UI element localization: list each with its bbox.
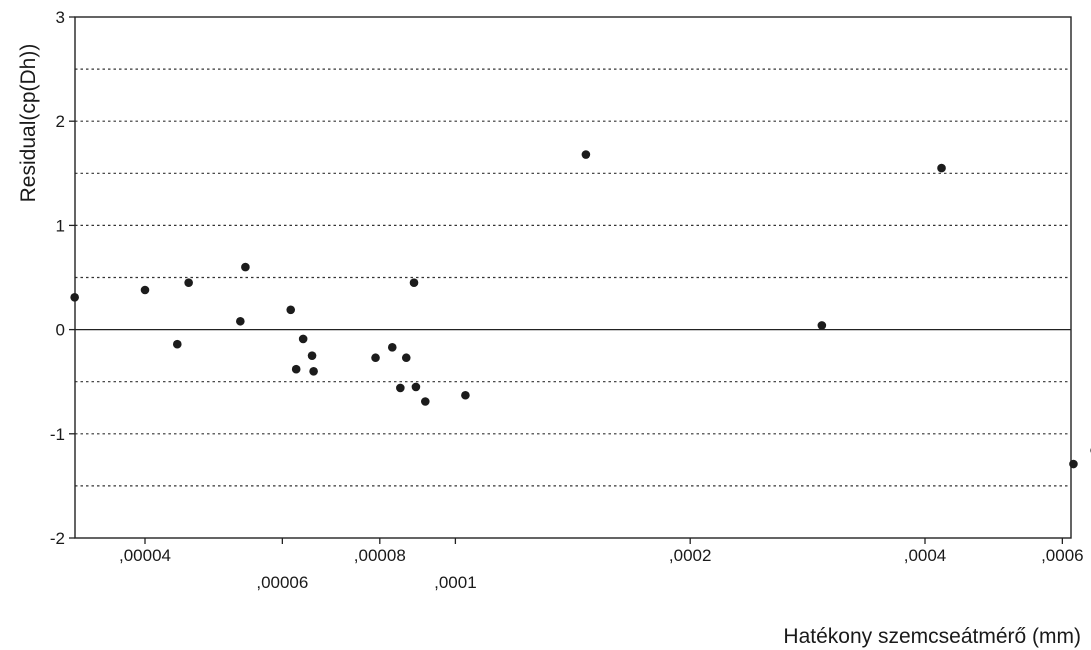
plot-frame bbox=[74, 16, 1072, 539]
x-tick-label: ,00008 bbox=[354, 546, 406, 565]
points-layer bbox=[70, 150, 1091, 469]
data-point bbox=[241, 262, 250, 272]
data-point bbox=[421, 397, 430, 406]
data-point bbox=[307, 351, 317, 360]
x-tick-label: ,0004 bbox=[904, 546, 947, 565]
data-point bbox=[236, 316, 245, 326]
y-tick-label: 1 bbox=[56, 216, 65, 235]
data-point bbox=[371, 353, 380, 363]
data-point bbox=[184, 278, 193, 288]
data-point bbox=[286, 305, 296, 315]
x-tick-label: ,0001 bbox=[434, 573, 477, 592]
y-axis-title: Residual(cp(Dh)) bbox=[17, 44, 40, 203]
y-tick-label: 3 bbox=[56, 8, 65, 27]
data-point bbox=[817, 321, 827, 330]
data-point bbox=[1069, 459, 1078, 469]
data-point bbox=[291, 364, 301, 374]
data-point bbox=[461, 390, 470, 400]
data-point bbox=[409, 278, 419, 288]
data-point bbox=[396, 383, 405, 393]
data-point bbox=[140, 285, 150, 295]
data-point bbox=[298, 334, 308, 344]
y-tick-label: 2 bbox=[56, 112, 65, 131]
y-tick-label: 0 bbox=[56, 321, 65, 340]
labels-layer: 3 2 1 0 -1 -2 ,00004 ,00006 ,00008 ,0001 ,0002 ,000… bbox=[50, 8, 1084, 592]
x-tick-label: ,00004 bbox=[119, 546, 171, 565]
y-tick-label: -1 bbox=[50, 425, 65, 444]
x-tick-label: ,0006 bbox=[1041, 546, 1084, 565]
data-point bbox=[401, 353, 411, 363]
data-point bbox=[581, 150, 591, 159]
data-point bbox=[937, 163, 946, 173]
data-point bbox=[411, 382, 421, 392]
data-point bbox=[387, 343, 397, 352]
x-tick-label: ,00006 bbox=[256, 573, 308, 592]
y-tick-label: -2 bbox=[50, 529, 65, 548]
x-axis-title: Hatékony szemcseátmérő (mm) bbox=[783, 625, 1081, 648]
grid-layer bbox=[75, 68, 1071, 487]
x-tick-label: ,0002 bbox=[669, 546, 712, 565]
data-point bbox=[70, 292, 79, 302]
axis-layer bbox=[69, 16, 1072, 544]
data-point bbox=[172, 339, 182, 349]
data-point bbox=[309, 366, 318, 376]
